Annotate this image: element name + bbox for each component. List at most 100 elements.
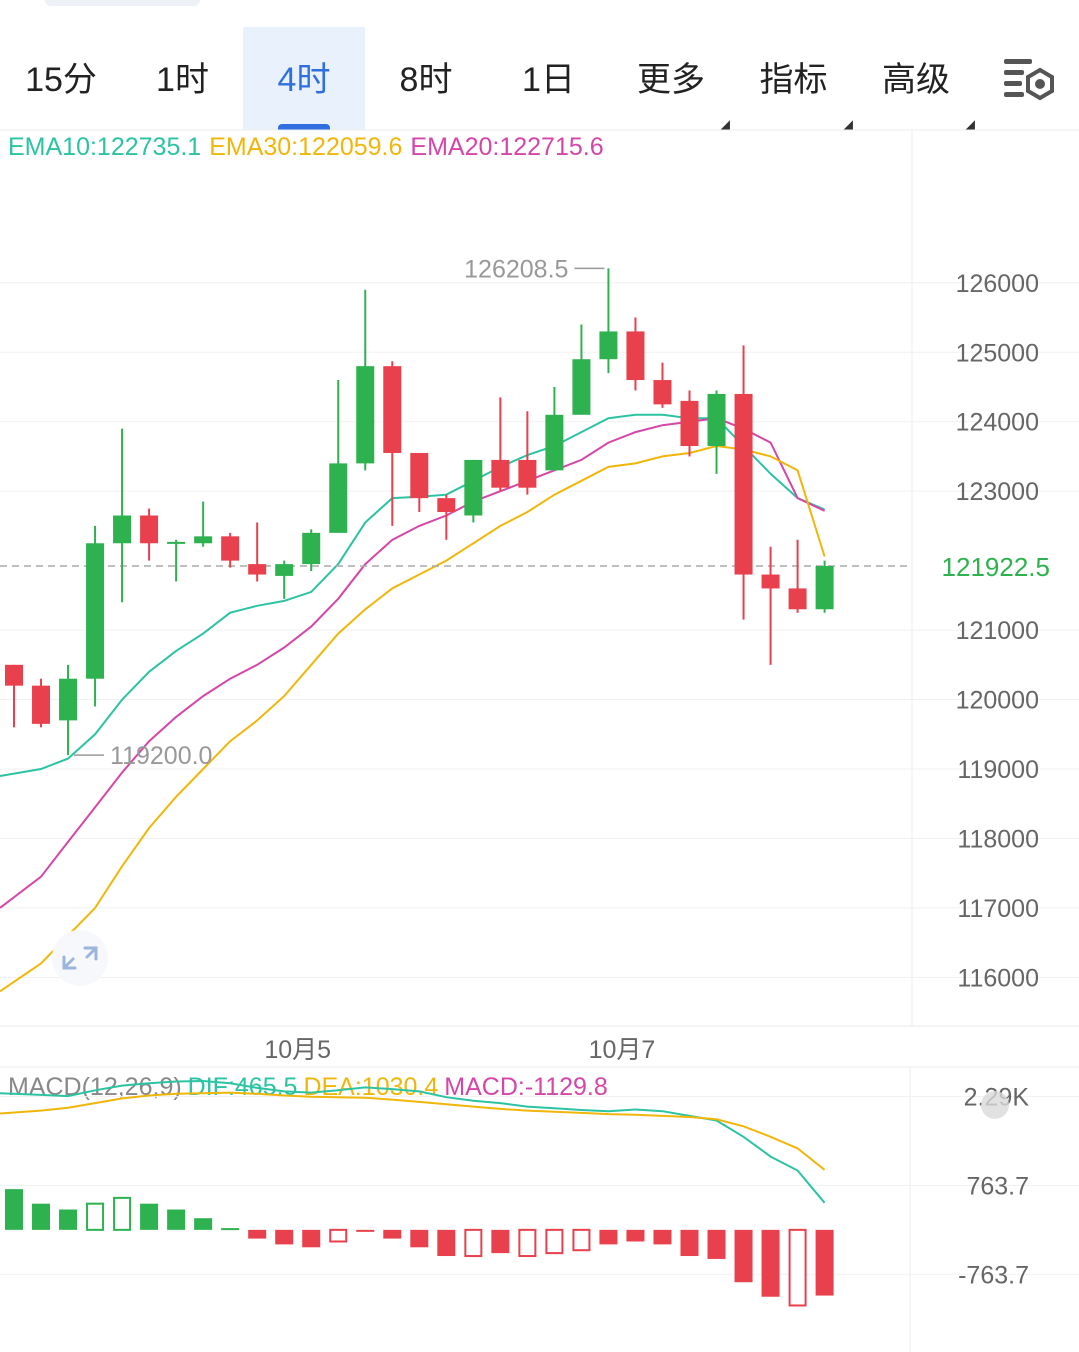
- candle-body: [599, 331, 618, 360]
- tab-label: 1日: [522, 61, 575, 99]
- tab-2[interactable]: 4时: [243, 27, 365, 130]
- y-tick-label: 121000: [956, 617, 1039, 645]
- macd-bar: [113, 1196, 132, 1231]
- macd-bar: [545, 1228, 564, 1255]
- candle-body: [329, 463, 348, 533]
- y-tick-label: 126000: [956, 270, 1039, 298]
- candle-body: [437, 498, 456, 513]
- candle-body: [383, 366, 402, 453]
- candle-body: [275, 564, 294, 576]
- y-tick-label: 118000: [957, 825, 1039, 853]
- x-tick-label: 10月7: [589, 1036, 656, 1064]
- candle-body: [59, 678, 78, 721]
- legend-item: EMA10:122735.1: [8, 133, 202, 161]
- candle-body: [815, 566, 834, 610]
- y-tick-label: 120000: [956, 687, 1039, 715]
- candle-body: [626, 331, 645, 381]
- tab-7[interactable]: 高级 ◢: [855, 27, 977, 131]
- macd-bar: [437, 1229, 456, 1257]
- macd-bar: [86, 1202, 105, 1231]
- candle-body: [707, 393, 726, 447]
- macd-bar: [140, 1203, 159, 1230]
- y-tick-label: 119000: [957, 756, 1039, 784]
- tab-3[interactable]: 8时: [365, 27, 487, 130]
- candle-body: [167, 541, 186, 544]
- tab-6[interactable]: 指标 ◢: [732, 27, 855, 131]
- y-tick-label: 124000: [956, 409, 1039, 437]
- tab-label: 指标: [759, 61, 828, 99]
- macd-bar: [167, 1209, 186, 1230]
- macd-bar: [383, 1229, 402, 1239]
- candle-body: [491, 459, 510, 488]
- macd-bar: [221, 1228, 240, 1231]
- macd-y-tick-label: 763.7: [966, 1172, 1029, 1200]
- dropdown-caret-icon: ◢: [965, 117, 975, 131]
- candle-body: [653, 380, 672, 405]
- candle-body: [464, 459, 483, 516]
- macd-bar: [59, 1209, 78, 1230]
- chart-settings-icon[interactable]: [998, 56, 1058, 104]
- macd-bar: [5, 1189, 23, 1230]
- candle-body: [113, 515, 132, 544]
- tab-5[interactable]: 更多 ◢: [610, 27, 732, 131]
- candle-body: [356, 366, 375, 464]
- candle-body: [410, 452, 429, 499]
- candle-body: [680, 400, 699, 447]
- candle-body: [761, 574, 780, 589]
- macd-bar: [248, 1229, 267, 1239]
- macd-bar: [518, 1228, 537, 1258]
- tab-label: 更多: [637, 61, 705, 99]
- y-tick-label: 123000: [956, 478, 1039, 506]
- candle-body: [140, 515, 159, 544]
- legend-item: EMA20:122715.6: [410, 133, 604, 161]
- candle-body: [248, 564, 267, 575]
- macd-bar: [653, 1229, 672, 1245]
- tab-label: 8时: [399, 61, 453, 99]
- macd-bar: [707, 1229, 726, 1259]
- macd-bar: [194, 1218, 213, 1230]
- timeframe-tabs: 15分 1时 4时 8时 1日 更多 ◢ 指标 ◢ 高级 ◢: [0, 27, 1079, 131]
- top-strip: [45, 0, 200, 6]
- candle-body: [221, 536, 240, 561]
- candle-body: [545, 414, 564, 471]
- macd-bar: [572, 1228, 591, 1252]
- tab-label: 高级: [882, 61, 950, 99]
- candle-body: [302, 532, 321, 565]
- macd-bar: [491, 1229, 510, 1254]
- dropdown-caret-icon: ◢: [720, 117, 730, 131]
- low-marker-label: 119200.0: [110, 742, 212, 770]
- tab-label: 1时: [156, 61, 209, 99]
- tab-0[interactable]: 15分: [0, 27, 122, 130]
- tab-1[interactable]: 1时: [122, 27, 243, 130]
- fullscreen-expand-button[interactable]: [52, 930, 108, 986]
- tab-label: 15分: [25, 61, 97, 99]
- last-price-label: 121922.5: [942, 552, 1050, 582]
- y-tick-label: 117000: [957, 895, 1039, 923]
- last-price-box: [914, 544, 1074, 589]
- macd-bar: [761, 1229, 780, 1297]
- candle-body: [194, 536, 213, 544]
- candle-body: [572, 359, 591, 415]
- expand-arrows-icon: [62, 946, 98, 970]
- candle-body: [86, 543, 105, 679]
- y-tick-label: 125000: [956, 339, 1039, 367]
- high-marker-label: 126208.5: [464, 255, 568, 283]
- active-tab-indicator: [278, 124, 330, 130]
- tab-4[interactable]: 1日: [487, 27, 610, 130]
- candle-body: [32, 685, 51, 724]
- macd-line-dif: [0, 1079, 826, 1204]
- collapse-button: [981, 1091, 1009, 1119]
- tab-label: 4时: [277, 61, 331, 99]
- macd-bar: [599, 1229, 618, 1245]
- x-tick-label: 10月5: [264, 1036, 331, 1064]
- macd-bar: [734, 1229, 753, 1283]
- macd-bar: [275, 1229, 294, 1245]
- legend-item: EMA30:122059.6: [209, 133, 403, 161]
- macd-bar: [410, 1229, 429, 1248]
- macd-y-tick-label: -763.7: [958, 1261, 1029, 1289]
- macd-bar: [788, 1228, 807, 1307]
- macd-bar: [626, 1229, 645, 1242]
- macd-bar: [464, 1228, 483, 1258]
- macd-legend: MACD(12,26,9) DIF:465.5 DEA:1030.4 MACD:-11…: [8, 1073, 614, 1102]
